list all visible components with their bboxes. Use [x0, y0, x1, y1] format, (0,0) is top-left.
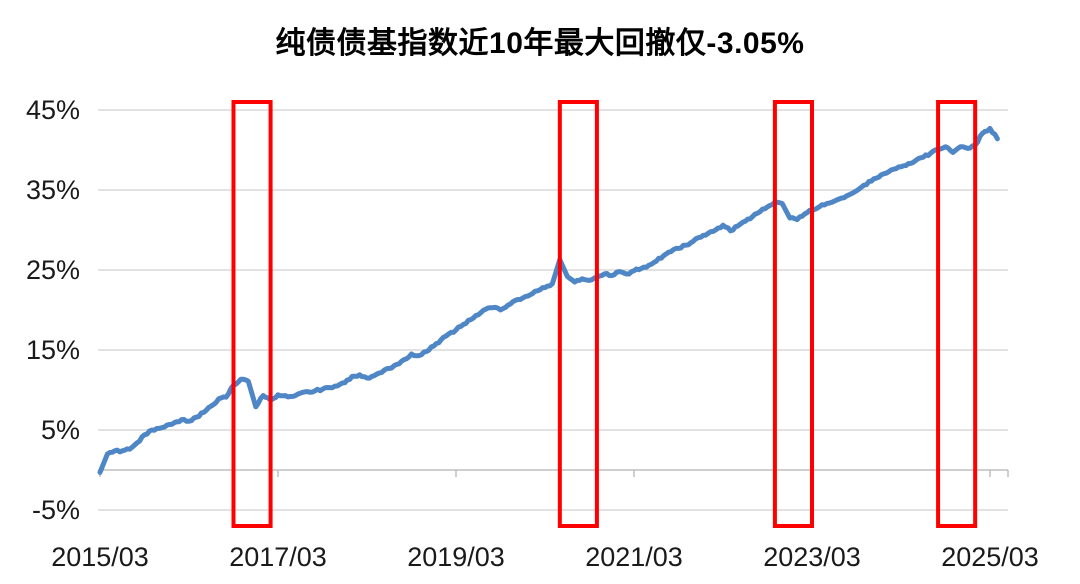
drawdown-highlight-box-4: [936, 100, 978, 528]
drawdown-highlight-box-1: [231, 100, 273, 528]
x-axis-tick-label: 2017/03: [229, 542, 327, 572]
drawdown-highlight-box-2: [557, 100, 599, 528]
y-axis-tick-label: 5%: [41, 415, 80, 445]
x-axis-tick-label: 2015/03: [51, 542, 149, 572]
y-axis-tick-label: 25%: [26, 255, 80, 285]
x-axis-tick-label: 2025/03: [941, 542, 1039, 572]
y-axis-tick-label: 45%: [26, 95, 80, 125]
x-axis-tick-label: 2021/03: [585, 542, 683, 572]
series-line: [97, 125, 1000, 475]
drawdown-highlight-box-3: [772, 100, 815, 528]
y-axis-tick-label: -5%: [32, 495, 80, 525]
y-axis-tick-label: 15%: [26, 335, 80, 365]
y-axis-tick-label: 35%: [26, 175, 80, 205]
chart-title: 纯债债基指数近10年最大回撤仅-3.05%: [275, 27, 805, 60]
x-axis-tick-label: 2019/03: [407, 542, 505, 572]
x-axis-tick-label: 2023/03: [763, 542, 861, 572]
